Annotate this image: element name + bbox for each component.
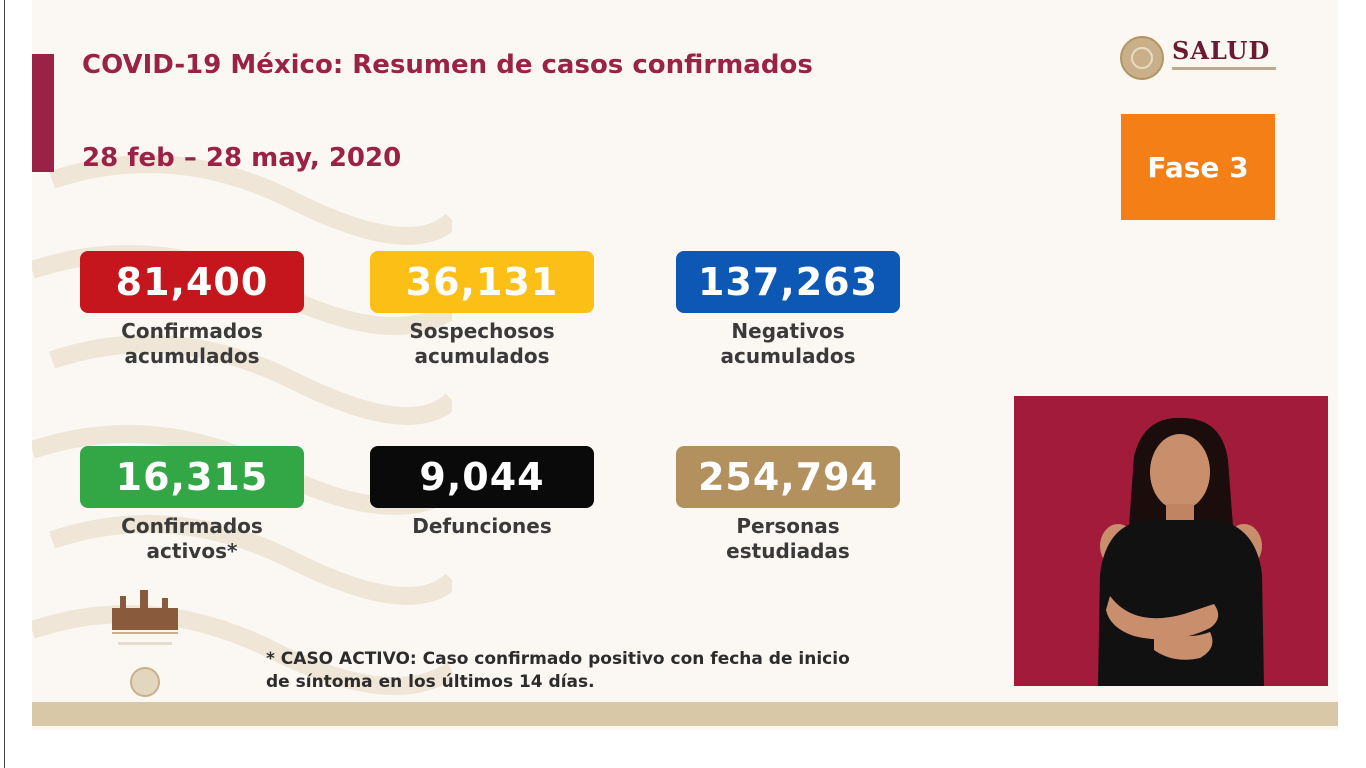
stat-label-line1: Confirmados — [121, 514, 263, 538]
salud-logo-subline — [1172, 67, 1276, 70]
stat-value-box: 9,044 — [370, 446, 594, 508]
footnote: * CASO ACTIVO: Caso confirmado positivo … — [266, 648, 906, 694]
bottom-band — [32, 702, 1338, 726]
stat-label: Negativos acumulados — [676, 319, 900, 369]
stat-label-line2: acumulados — [124, 344, 260, 368]
stat-value-box: 137,263 — [676, 251, 900, 313]
stat-label-line1: Sospechosos — [409, 319, 555, 343]
date-range: 28 feb – 28 may, 2020 — [82, 143, 402, 173]
accent-bar — [32, 54, 54, 172]
salud-logo-name: SALUD — [1172, 36, 1271, 65]
stat-label-line2: acumulados — [720, 344, 856, 368]
sign-language-interpreter — [1014, 396, 1328, 686]
stat-value-box: 254,794 — [676, 446, 900, 508]
stat-negativos-acumulados: 137,263 Negativos acumulados — [676, 251, 900, 369]
background-pattern-icon — [32, 155, 452, 695]
stat-label: Confirmados acumulados — [80, 319, 304, 369]
stat-sospechosos-acumulados: 36,131 Sospechosos acumulados — [370, 251, 594, 369]
stat-label: Confirmados activos* — [80, 514, 304, 564]
stat-label-line1: Defunciones — [412, 514, 552, 538]
stat-label: Defunciones — [370, 514, 594, 539]
window-edge — [4, 0, 5, 768]
stat-confirmados-acumulados: 81,400 Confirmados acumulados — [80, 251, 304, 369]
salud-logo: SALUD — [1120, 34, 1280, 84]
footnote-line2: de síntoma en los últimos 14 días. — [266, 672, 595, 692]
government-emblem-icon — [112, 590, 178, 697]
stat-label-line1: Confirmados — [121, 319, 263, 343]
stat-label-line1: Personas — [736, 514, 840, 538]
stat-label-line1: Negativos — [731, 319, 845, 343]
slide: COVID-19 México: Resumen de casos confir… — [32, 0, 1338, 730]
stat-confirmados-activos: 16,315 Confirmados activos* — [80, 446, 304, 564]
phase-badge: Fase 3 — [1121, 114, 1275, 220]
stat-label-line2: activos* — [146, 539, 238, 563]
stat-label-line2: acumulados — [414, 344, 550, 368]
stat-value-box: 16,315 — [80, 446, 304, 508]
page-title: COVID-19 México: Resumen de casos confir… — [82, 50, 813, 80]
salud-seal-icon — [1120, 36, 1164, 80]
footnote-line1: * CASO ACTIVO: Caso confirmado positivo … — [266, 649, 850, 669]
stat-defunciones: 9,044 Defunciones — [370, 446, 594, 539]
stat-value-box: 81,400 — [80, 251, 304, 313]
stat-value-box: 36,131 — [370, 251, 594, 313]
stat-label: Personas estudiadas — [676, 514, 900, 564]
stat-label: Sospechosos acumulados — [370, 319, 594, 369]
stat-personas-estudiadas: 254,794 Personas estudiadas — [676, 446, 900, 564]
stat-label-line2: estudiadas — [726, 539, 850, 563]
